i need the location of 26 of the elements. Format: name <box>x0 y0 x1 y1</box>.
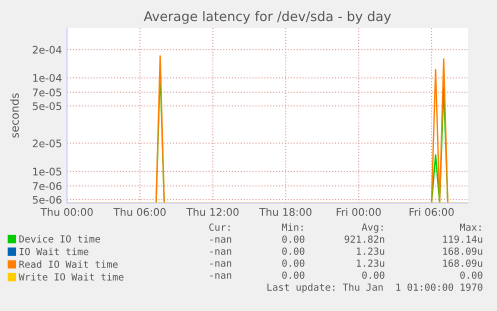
x-tick-label: Thu 06:00 <box>113 208 166 216</box>
text: -nan 0.00 921.82n 119.14u <box>210 235 482 243</box>
y-tick-label: 1e-05 <box>33 168 62 176</box>
text: -nan 0.00 1.23u 168.09u <box>210 259 482 267</box>
y-axis-title: seconds <box>10 93 19 138</box>
y-tick-label: 2e-04 <box>32 46 62 54</box>
y-tick-label: 1e-04 <box>33 74 62 82</box>
legend-label: Read IO Wait time <box>19 260 118 268</box>
x-tick-label: Thu 12:00 <box>186 208 239 216</box>
y-tick-label: 7e-05 <box>32 88 62 96</box>
text: Cur: Min: Avg: Max: <box>209 223 481 233</box>
legend-label: IO Wait time <box>20 248 88 256</box>
text: -nan 0.00 0.00 0.00 <box>210 271 482 279</box>
y-tick-label: 2e-05 <box>32 139 62 148</box>
text: Last update: Thu Jan 1 01:00:00 1970 <box>267 283 482 293</box>
x-tick-label: Fri 00:00 <box>336 208 381 216</box>
x-tick-label: Thu 18:00 <box>259 208 312 216</box>
x-tick-label: Fri 06:00 <box>410 208 454 216</box>
y-tick-label: 5e-06 <box>32 196 62 204</box>
text: -nan 0.00 1.23u 168.09u <box>210 247 482 255</box>
y-tick-label: 7e-06 <box>32 182 62 190</box>
legend-label: Device IO time <box>19 235 100 243</box>
y-tick-label: 5e-05 <box>32 102 62 110</box>
legend-label: Write IO Wait time <box>18 273 124 281</box>
chart-title: Average latency for /dev/sda - by day <box>144 11 391 24</box>
x-tick-label: Thu 00:00 <box>40 208 93 216</box>
